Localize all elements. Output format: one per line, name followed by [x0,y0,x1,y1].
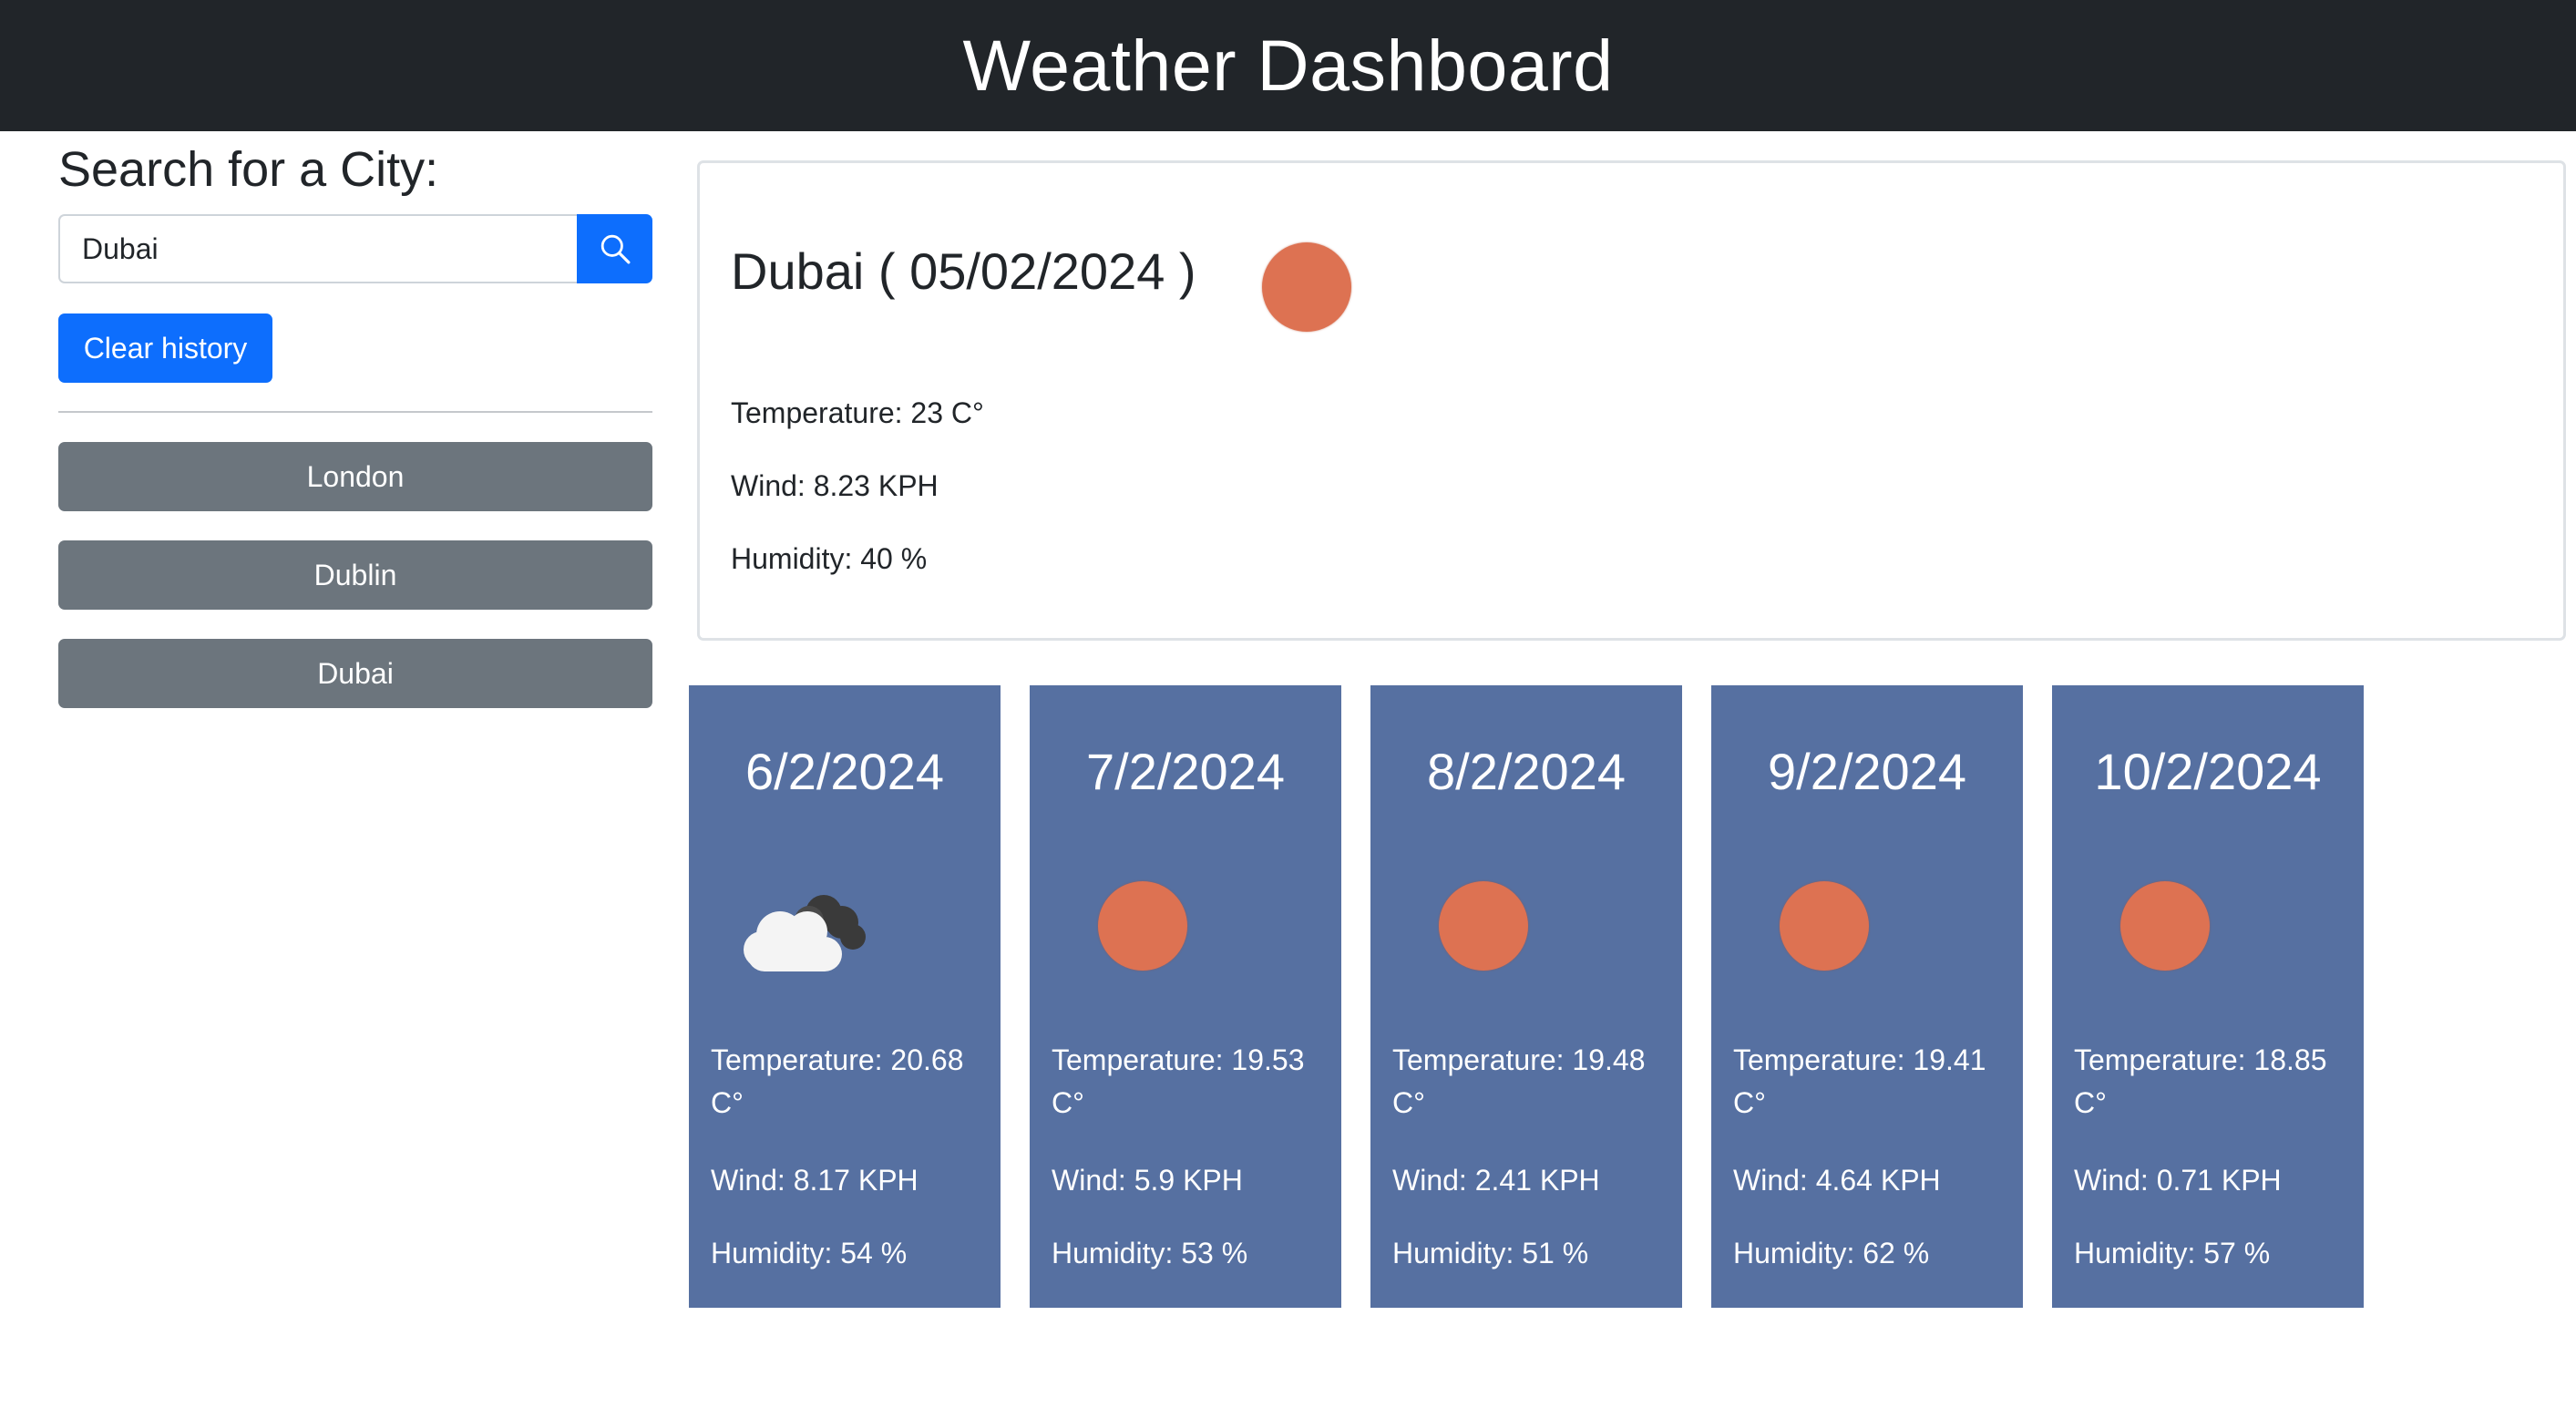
forecast-temperature: Temperature: 19.53 C° [1052,1043,1305,1119]
forecast-temperature: Temperature: 18.85 C° [2074,1043,2327,1119]
search-history: London Dublin Dubai [58,442,652,737]
history-item-dubai[interactable]: Dubai [58,639,652,708]
cloud-icon [734,884,871,989]
forecast-date: 8/2/2024 [1427,743,1626,800]
forecast-wind: Wind: 5.9 KPH [1052,1164,1243,1197]
current-temperature: Temperature: 23 C° [731,396,984,429]
clear-history-button[interactable]: Clear history [58,313,272,383]
forecast-humidity: Humidity: 62 % [1733,1237,1930,1269]
history-item-dublin[interactable]: Dublin [58,540,652,610]
forecast-card: 7/2/2024 Temperature: 19.53 C° Wind: 5.9… [1030,685,1341,1308]
forecast-wind: Wind: 0.71 KPH [2074,1164,2282,1197]
forecast-date: 7/2/2024 [1086,743,1285,800]
sun-icon [2120,881,2210,971]
forecast-date: 10/2/2024 [2094,743,2322,800]
current-city-title: Dubai ( 05/02/2024 ) [731,242,1196,300]
divider [58,411,652,413]
sun-icon [1098,881,1187,971]
sun-icon [1439,881,1528,971]
history-item-london[interactable]: London [58,442,652,511]
forecast-wind: Wind: 2.41 KPH [1392,1164,1600,1197]
current-wind: Wind: 8.23 KPH [731,469,939,502]
forecast-humidity: Humidity: 54 % [711,1237,908,1269]
forecast-card: 9/2/2024 Temperature: 19.41 C° Wind: 4.6… [1711,685,2023,1308]
sun-icon [1262,242,1351,332]
current-weather-card: Dubai ( 05/02/2024 ) Temperature: 23 C° … [697,160,2566,641]
search-icon [600,234,630,264]
forecast-wind: Wind: 4.64 KPH [1733,1164,1941,1197]
forecast-temperature: Temperature: 19.41 C° [1733,1043,1986,1119]
sun-icon [1780,881,1869,971]
current-header: Dubai ( 05/02/2024 ) [731,242,1196,301]
forecast-temperature: Temperature: 19.48 C° [1392,1043,1646,1119]
forecast-card: 8/2/2024 Temperature: 19.48 C° Wind: 2.4… [1370,685,1682,1308]
page-title: Weather Dashboard [962,25,1614,106]
forecast-card: 6/2/2024 Temperature: 20.68 C° Wind: 8.1… [689,685,1001,1308]
search-group [58,214,652,283]
current-humidity: Humidity: 40 % [731,542,928,575]
forecast-date: 6/2/2024 [745,743,944,800]
navbar: Weather Dashboard [0,0,2576,131]
forecast-wind: Wind: 8.17 KPH [711,1164,919,1197]
forecast-temperature: Temperature: 20.68 C° [711,1043,964,1119]
forecast-humidity: Humidity: 51 % [1392,1237,1589,1269]
forecast-card: 10/2/2024 Temperature: 18.85 C° Wind: 0.… [2052,685,2364,1308]
forecast-humidity: Humidity: 57 % [2074,1237,2271,1269]
forecast-humidity: Humidity: 53 % [1052,1237,1248,1269]
search-heading: Search for a City: [58,142,439,197]
forecast-date: 9/2/2024 [1768,743,1966,800]
search-button[interactable] [577,214,652,283]
search-input[interactable] [58,214,577,283]
